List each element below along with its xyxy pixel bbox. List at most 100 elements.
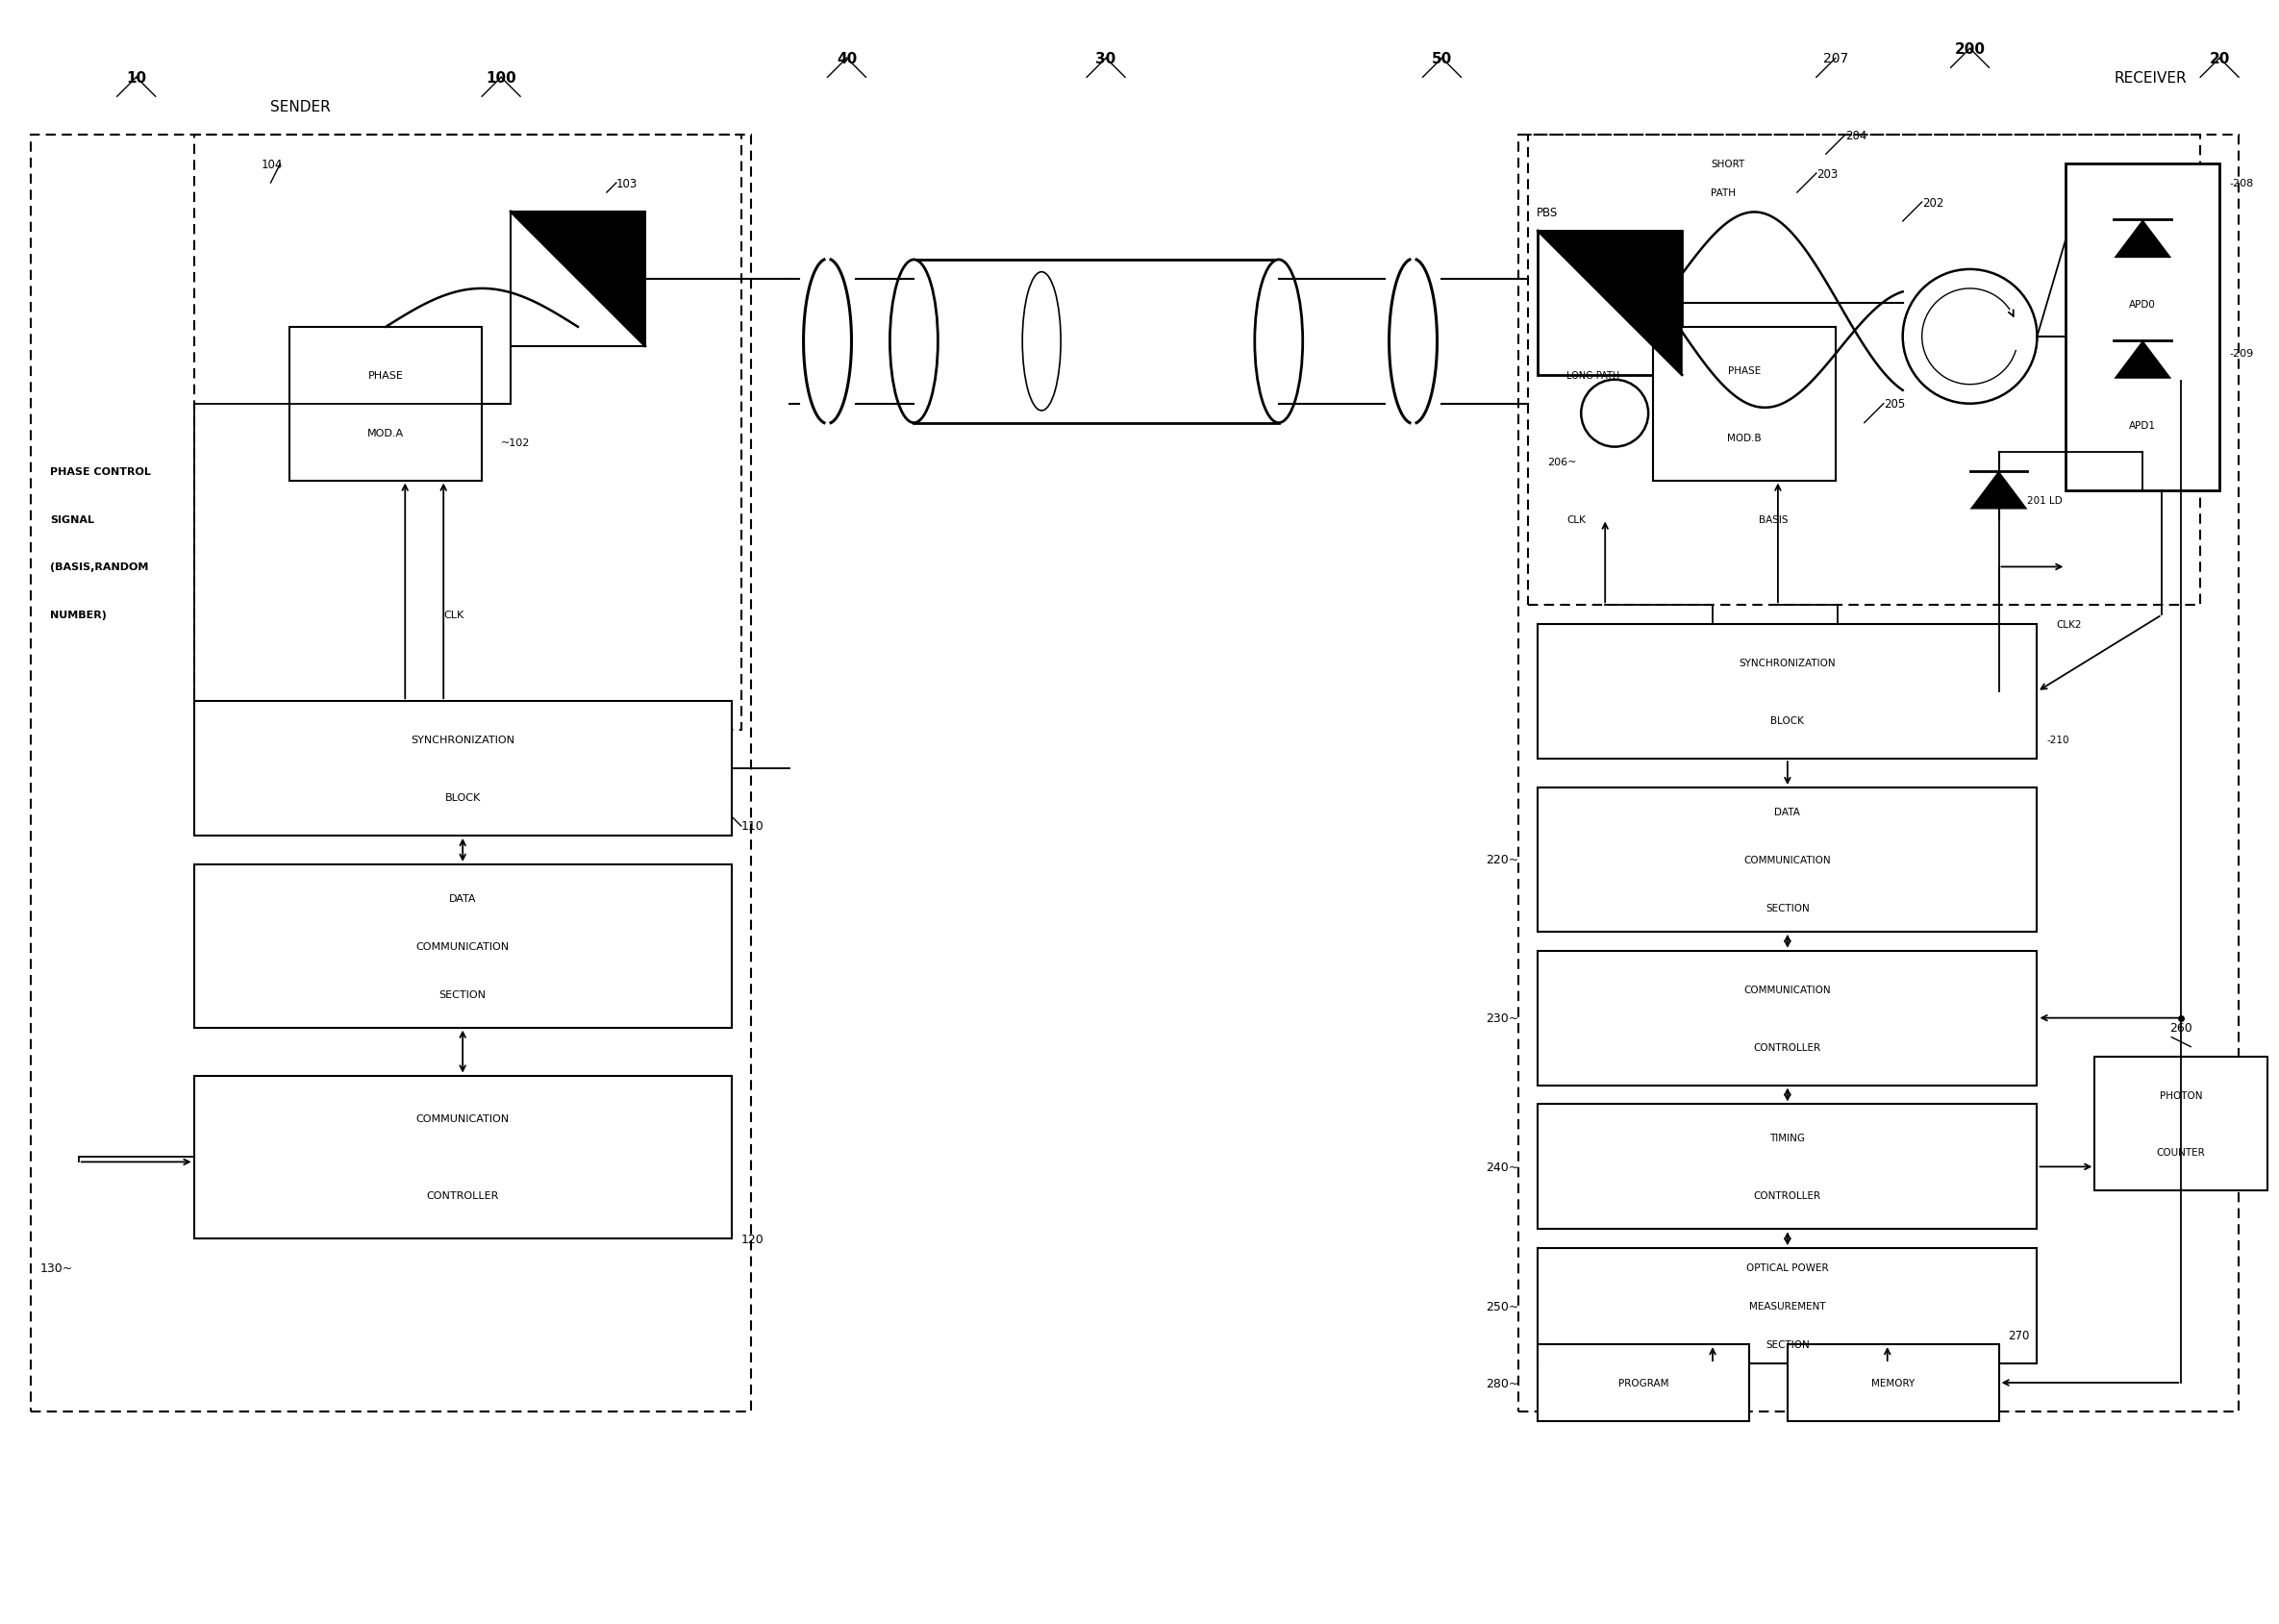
Text: PHASE CONTROL: PHASE CONTROL xyxy=(50,466,150,476)
Text: MEMORY: MEMORY xyxy=(1871,1379,1914,1387)
Text: 30: 30 xyxy=(1096,52,1117,67)
Bar xyxy=(194,702,732,836)
Text: CONTROLLER: CONTROLLER xyxy=(1755,1190,1821,1200)
Text: -209: -209 xyxy=(2229,349,2254,359)
Text: 207: 207 xyxy=(1823,52,1848,65)
Text: 200: 200 xyxy=(1955,42,1985,57)
Polygon shape xyxy=(1538,232,1682,375)
Text: SECTION: SECTION xyxy=(440,989,485,999)
Text: 104: 104 xyxy=(262,158,283,171)
Text: APD1: APD1 xyxy=(2129,421,2156,430)
Text: DATA: DATA xyxy=(449,893,476,903)
Bar xyxy=(1538,1104,2037,1229)
Text: COMMUNICATION: COMMUNICATION xyxy=(1743,856,1830,864)
Text: 240~: 240~ xyxy=(1486,1161,1518,1173)
Text: -208: -208 xyxy=(2229,179,2254,188)
Text: 270: 270 xyxy=(2008,1328,2031,1341)
Ellipse shape xyxy=(889,260,939,424)
Text: 202: 202 xyxy=(1921,197,1944,209)
Text: SYNCHRONIZATION: SYNCHRONIZATION xyxy=(1739,658,1837,667)
Text: PHASE: PHASE xyxy=(369,370,403,380)
Text: PROGRAM: PROGRAM xyxy=(1618,1379,1668,1387)
Text: LONG PATH: LONG PATH xyxy=(1566,370,1620,380)
Text: BASIS: BASIS xyxy=(1759,515,1789,525)
Text: 203: 203 xyxy=(1816,167,1837,180)
Text: 260: 260 xyxy=(2170,1021,2192,1034)
Text: SIGNAL: SIGNAL xyxy=(50,515,93,525)
Bar xyxy=(1538,625,2037,760)
Text: PHOTON: PHOTON xyxy=(2160,1090,2202,1099)
Text: COMMUNICATION: COMMUNICATION xyxy=(417,1114,510,1124)
Bar xyxy=(1787,1345,1999,1421)
Bar xyxy=(1529,136,2199,606)
Text: CLK2: CLK2 xyxy=(2056,620,2081,630)
Bar xyxy=(194,864,732,1028)
Bar xyxy=(1538,232,1682,375)
Text: PBS: PBS xyxy=(1536,206,1559,219)
Bar xyxy=(1538,788,2037,932)
Text: 204: 204 xyxy=(1846,130,1867,141)
Bar xyxy=(1652,328,1835,481)
Text: 206~: 206~ xyxy=(1547,456,1577,466)
Text: (BASIS,RANDOM: (BASIS,RANDOM xyxy=(50,562,148,572)
Text: 20: 20 xyxy=(2208,52,2229,67)
Text: BLOCK: BLOCK xyxy=(444,793,481,802)
Text: 120: 120 xyxy=(741,1233,763,1246)
Text: SECTION: SECTION xyxy=(1766,903,1810,913)
Text: ~102: ~102 xyxy=(501,438,531,448)
Text: -210: -210 xyxy=(2047,736,2069,745)
Text: CONTROLLER: CONTROLLER xyxy=(426,1190,499,1200)
Text: PHASE: PHASE xyxy=(1727,365,1762,375)
Text: MOD.B: MOD.B xyxy=(1727,434,1762,443)
Text: CLK: CLK xyxy=(1566,515,1586,525)
Text: NUMBER): NUMBER) xyxy=(50,611,107,620)
Text: TIMING: TIMING xyxy=(1771,1134,1805,1143)
Text: MEASUREMENT: MEASUREMENT xyxy=(1750,1301,1825,1311)
Polygon shape xyxy=(1969,471,2028,510)
Polygon shape xyxy=(510,213,645,346)
Text: MOD.A: MOD.A xyxy=(367,429,403,438)
Bar xyxy=(194,136,741,731)
Text: SYNCHRONIZATION: SYNCHRONIZATION xyxy=(410,736,515,745)
Text: PATH: PATH xyxy=(1712,188,1737,198)
Text: SENDER: SENDER xyxy=(271,99,330,114)
Bar xyxy=(289,328,481,481)
Text: 40: 40 xyxy=(836,52,857,67)
Text: RECEIVER: RECEIVER xyxy=(2115,71,2186,86)
Polygon shape xyxy=(2115,221,2172,258)
Bar xyxy=(2094,1057,2268,1190)
Bar xyxy=(1538,952,2037,1085)
Text: 110: 110 xyxy=(741,820,763,833)
Text: COMMUNICATION: COMMUNICATION xyxy=(1743,984,1830,994)
Text: COUNTER: COUNTER xyxy=(2156,1148,2206,1158)
Text: 103: 103 xyxy=(615,177,638,190)
Text: 280~: 280~ xyxy=(1486,1377,1518,1389)
Text: CONTROLLER: CONTROLLER xyxy=(1755,1043,1821,1052)
Text: 220~: 220~ xyxy=(1486,854,1518,866)
Bar xyxy=(1538,1249,2037,1364)
Text: APD0: APD0 xyxy=(2129,300,2156,310)
Text: SECTION: SECTION xyxy=(1766,1340,1810,1350)
Text: 250~: 250~ xyxy=(1486,1299,1518,1312)
Bar xyxy=(30,136,750,1411)
Bar xyxy=(2067,164,2220,490)
Text: 205: 205 xyxy=(1882,398,1905,411)
Text: CLK: CLK xyxy=(444,611,465,620)
Text: 50: 50 xyxy=(1431,52,1452,67)
Text: SHORT: SHORT xyxy=(1712,159,1746,169)
Text: 201 LD: 201 LD xyxy=(2028,495,2062,505)
Text: OPTICAL POWER: OPTICAL POWER xyxy=(1746,1263,1828,1273)
Bar xyxy=(194,1075,732,1239)
Text: 100: 100 xyxy=(485,71,517,86)
Bar xyxy=(914,260,1279,424)
Text: 10: 10 xyxy=(125,71,146,86)
Bar xyxy=(1518,136,2238,1411)
Text: DATA: DATA xyxy=(1775,807,1800,817)
Text: COMMUNICATION: COMMUNICATION xyxy=(417,942,510,952)
Text: 230~: 230~ xyxy=(1486,1012,1518,1025)
Bar xyxy=(510,213,645,346)
Text: BLOCK: BLOCK xyxy=(1771,716,1805,726)
Bar xyxy=(1538,1345,1748,1421)
Polygon shape xyxy=(2115,341,2172,380)
Ellipse shape xyxy=(1256,260,1304,424)
